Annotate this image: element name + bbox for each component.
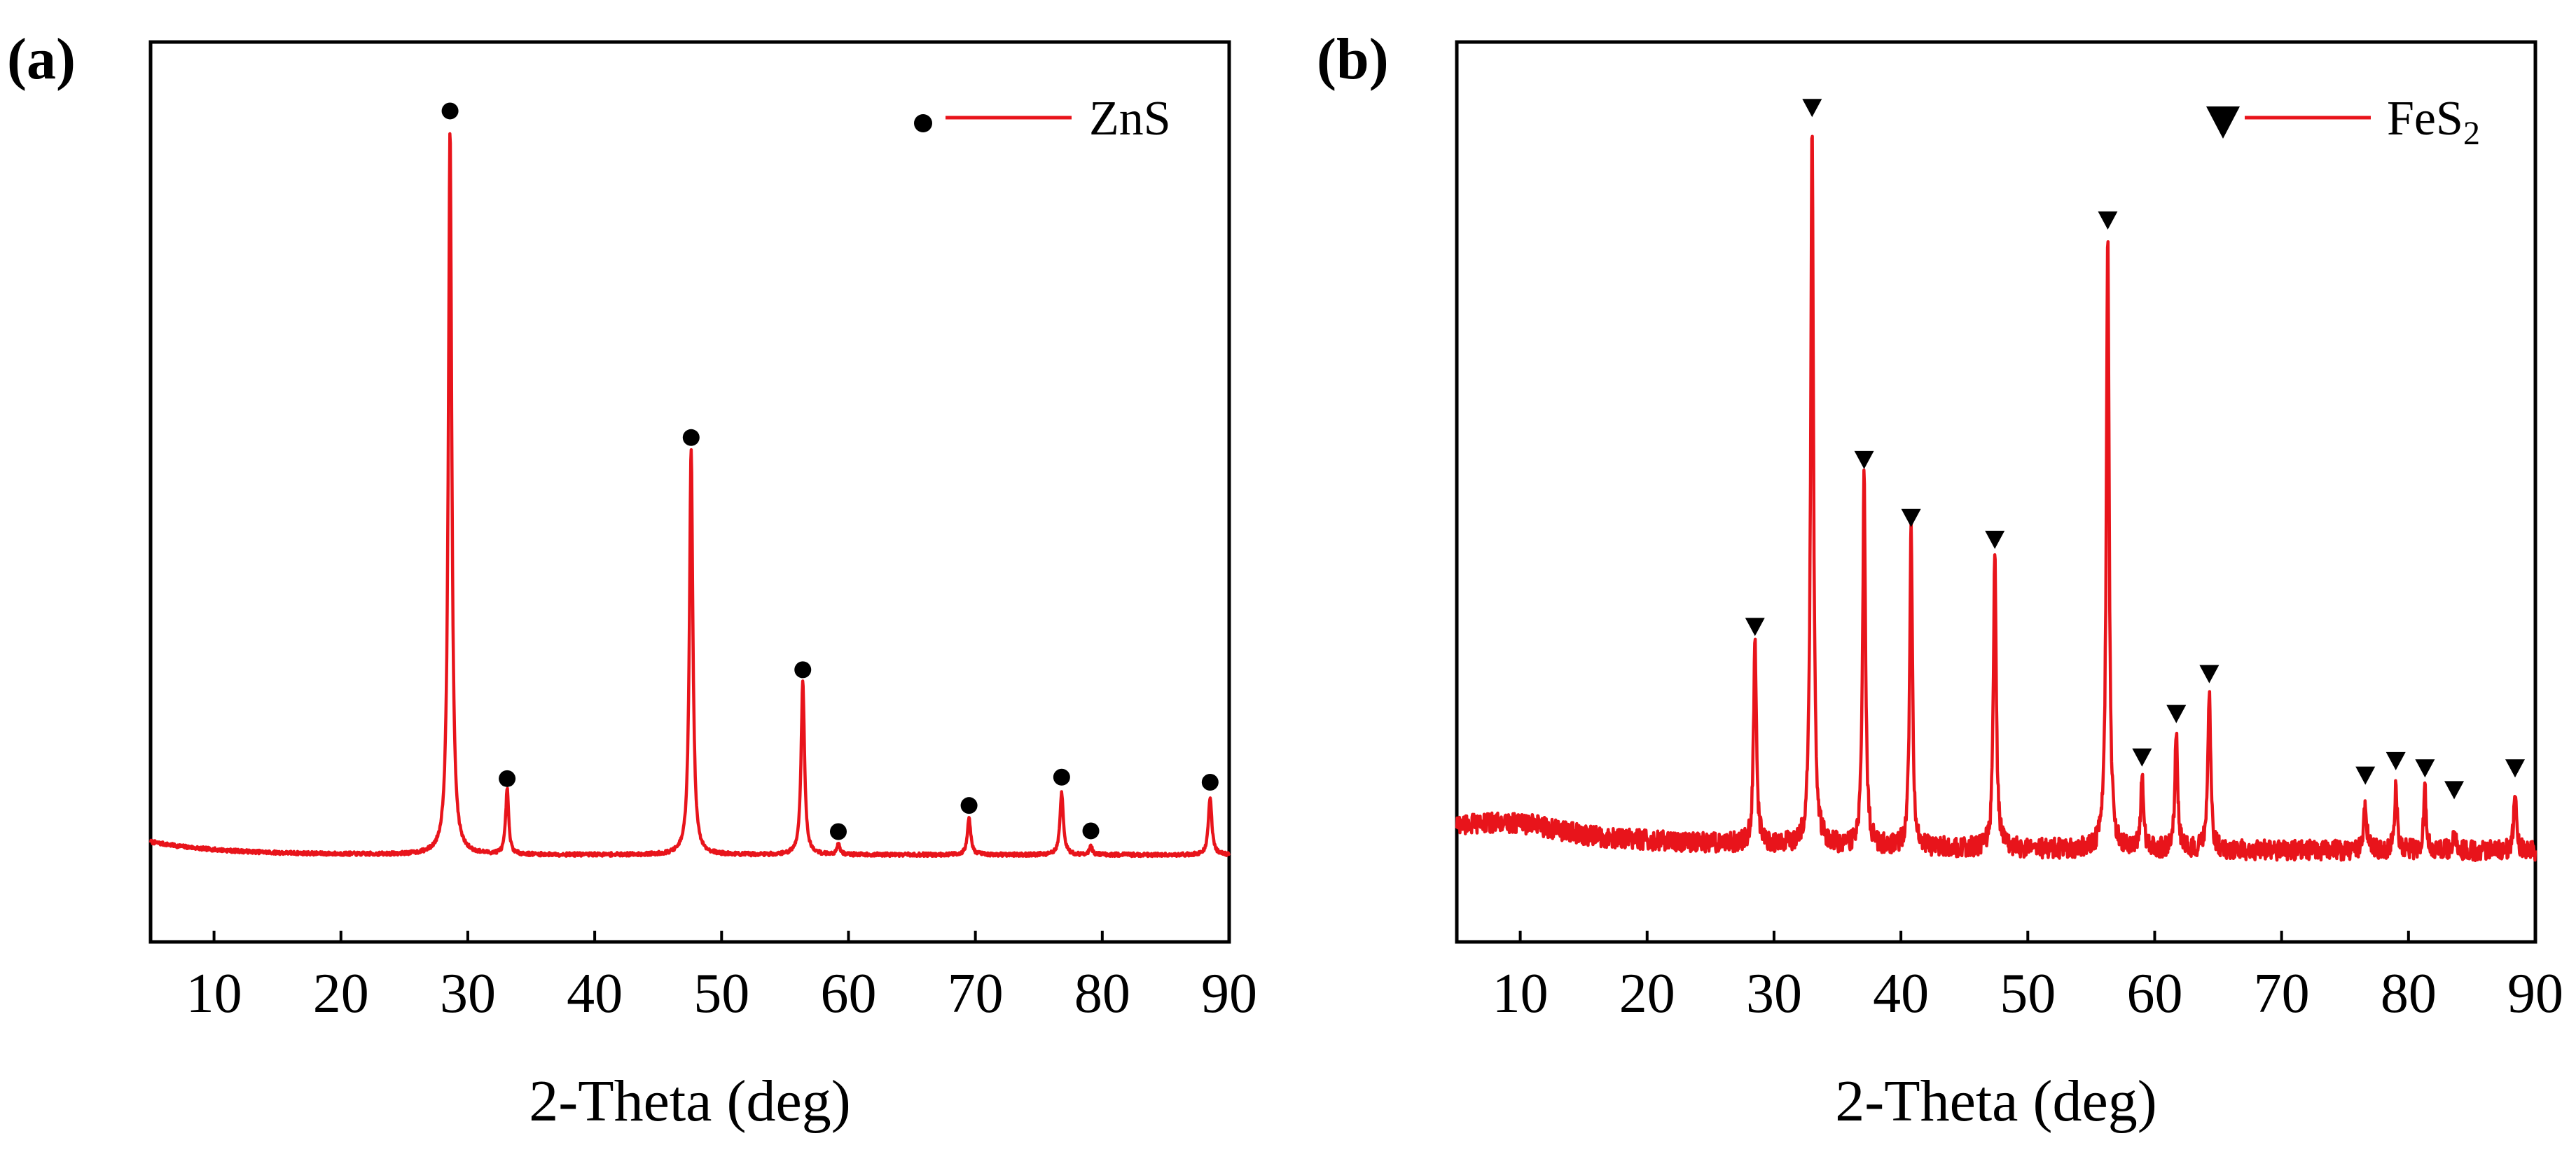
peak-triangle-marker	[1802, 99, 1822, 118]
legend: ZnS	[914, 92, 1171, 146]
peak-triangle-marker	[2166, 705, 2187, 723]
peak-circle-marker	[1053, 768, 1070, 786]
peak-circle-marker	[829, 823, 847, 840]
panel-label: (a)	[7, 27, 76, 92]
peak-circle-marker	[960, 797, 978, 814]
x-tick-label: 30	[440, 963, 496, 1025]
series-line-zns	[148, 132, 1231, 859]
x-tick-label: 90	[1201, 963, 1257, 1025]
peak-circle-marker	[682, 429, 700, 446]
panel-a: (a) 10 20 30 40 50 60 70 80 90 2-Theta (deg) ZnS	[7, 27, 1257, 1134]
peak-circle-marker	[499, 770, 516, 787]
legend: FeS2	[2206, 92, 2480, 152]
peak-circle-marker	[794, 661, 812, 679]
panel-label: (b)	[1317, 27, 1389, 92]
peak-circle-marker	[1082, 822, 1100, 840]
x-tick-label: 80	[1074, 963, 1130, 1025]
series-line-fes2	[1455, 134, 2537, 863]
x-tick-label: 70	[2254, 963, 2310, 1025]
panel-b: (b) 10 20 30 40 50 60 70 80 90 2-Theta (deg) FeS…	[1317, 27, 2563, 1134]
peak-triangle-marker	[1985, 530, 2005, 549]
x-tick-label: 10	[1493, 963, 1549, 1025]
x-tick-label: 10	[186, 963, 242, 1025]
plot-frame	[148, 40, 1231, 944]
peak-triangle-marker	[2444, 781, 2465, 800]
peak-triangle-marker	[1854, 450, 1874, 469]
peak-triangle-marker	[2098, 211, 2118, 230]
x-tick-label: 40	[567, 963, 623, 1025]
x-tick-label: 20	[1619, 963, 1675, 1025]
peak-triangle-marker	[2199, 665, 2220, 683]
x-axis-ticks	[1518, 931, 2537, 942]
x-tick-label: 60	[2126, 963, 2182, 1025]
x-tick-label: 50	[693, 963, 749, 1025]
peak-markers	[441, 102, 1219, 840]
peak-triangle-marker	[2505, 759, 2526, 778]
x-axis-label: 2-Theta (deg)	[1835, 1069, 2156, 1134]
peak-circle-marker	[1201, 774, 1219, 791]
peak-triangle-marker	[2385, 751, 2406, 770]
x-axis-tick-labels: 10 20 30 40 50 60 70 80 90	[186, 963, 1257, 1025]
x-axis-tick-labels: 10 20 30 40 50 60 70 80 90	[1493, 963, 2563, 1025]
peak-triangle-marker	[1745, 618, 1765, 637]
x-tick-label: 80	[2381, 963, 2437, 1025]
x-tick-label: 50	[2000, 963, 2056, 1025]
x-axis-label: 2-Theta (deg)	[529, 1069, 850, 1134]
peak-circle-marker	[441, 102, 459, 120]
legend-triangle-marker-icon	[2206, 106, 2240, 139]
peak-triangle-marker	[2415, 759, 2435, 778]
x-tick-label: 90	[2507, 963, 2563, 1025]
plot-frame	[1455, 40, 2537, 944]
x-tick-label: 20	[313, 963, 369, 1025]
x-tick-label: 30	[1746, 963, 1802, 1025]
peak-triangle-marker	[2355, 766, 2376, 785]
x-tick-label: 60	[820, 963, 876, 1025]
x-tick-label: 40	[1873, 963, 1929, 1025]
peak-markers	[1745, 99, 2526, 800]
legend-label: FeS2	[2387, 92, 2480, 152]
x-tick-label: 70	[948, 963, 1004, 1025]
peak-triangle-marker	[1901, 508, 1921, 527]
peak-triangle-marker	[2132, 748, 2152, 767]
x-axis-ticks	[212, 931, 1231, 942]
legend-label: ZnS	[1089, 92, 1171, 146]
legend-circle-marker-icon	[914, 114, 932, 132]
